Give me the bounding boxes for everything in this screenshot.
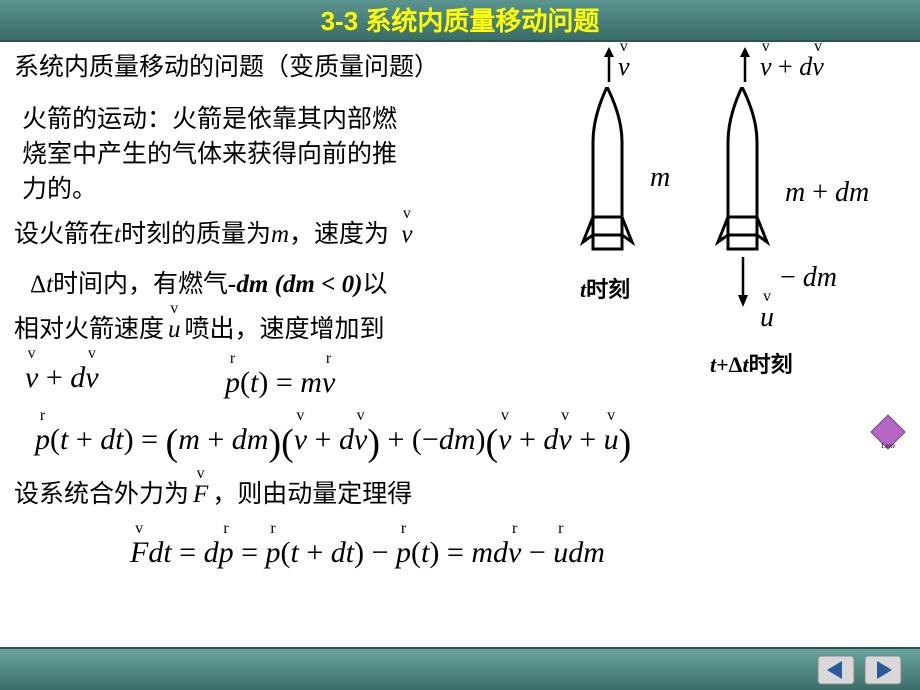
text-line-1: 系统内质量移动的问题（变质量问题）	[14, 50, 439, 85]
text-line-2c: 力的。	[22, 172, 97, 207]
text-line-5: 相对火箭速度vu喷出，速度增加到	[14, 312, 385, 347]
text-line-2a: 火箭的运动：火箭是依靠其内部燃	[22, 102, 397, 137]
label-m2: m + dm	[785, 177, 869, 209]
slide-header: 3-3 系统内质量移动问题	[0, 0, 920, 42]
arrow-up-2	[738, 47, 752, 82]
slide-content: 系统内质量移动的问题（变质量问题） 火箭的运动：火箭是依靠其内部燃 烧室中产生的…	[0, 42, 920, 647]
equation-2: rp(t + dt) = (m + dm)(vv + dvv) + (−dm)(…	[35, 417, 631, 470]
svg-text:1.exe: 1.exe	[881, 442, 896, 450]
label-t1: tt时刻时刻	[580, 272, 630, 304]
rocket-diagram: vv m tt时刻时刻 vv + dvv m + dm −	[550, 92, 910, 432]
text-line-6: 设系统合外力为vF，则由动量定理得	[14, 477, 412, 512]
equation-3: vFdt = drp = rp(t + dt) − rp(t) = mdrv −…	[130, 532, 605, 574]
label-v1: vv	[618, 52, 630, 82]
prev-button[interactable]	[817, 655, 855, 685]
text-line-2b: 烧室中产生的气体来获得向前的推	[22, 137, 397, 172]
label-minus-dm: − dm	[780, 262, 837, 294]
next-button[interactable]	[864, 655, 902, 685]
arrow-down	[736, 257, 750, 307]
rocket-1	[575, 87, 640, 262]
equation-1: rp(t) = mrv	[225, 362, 335, 404]
text-line-4: Δt时间内，有燃气-dm (dm < 0)以	[30, 267, 387, 302]
label-v2: vv + dvv	[760, 52, 824, 82]
rocket-2	[710, 87, 775, 262]
label-t2: t+Δt时刻	[710, 347, 793, 379]
logo-icon[interactable]: 1.exe	[868, 412, 908, 452]
text-line-3: 设火箭在t时刻的质量为m，速度为 vv	[14, 217, 412, 252]
expr-v-plus-dv: vv + dvv	[25, 357, 99, 399]
arrow-up-1	[602, 47, 616, 82]
label-m1: m	[650, 162, 670, 194]
slide-footer	[0, 647, 920, 690]
label-u: vu	[760, 302, 774, 334]
